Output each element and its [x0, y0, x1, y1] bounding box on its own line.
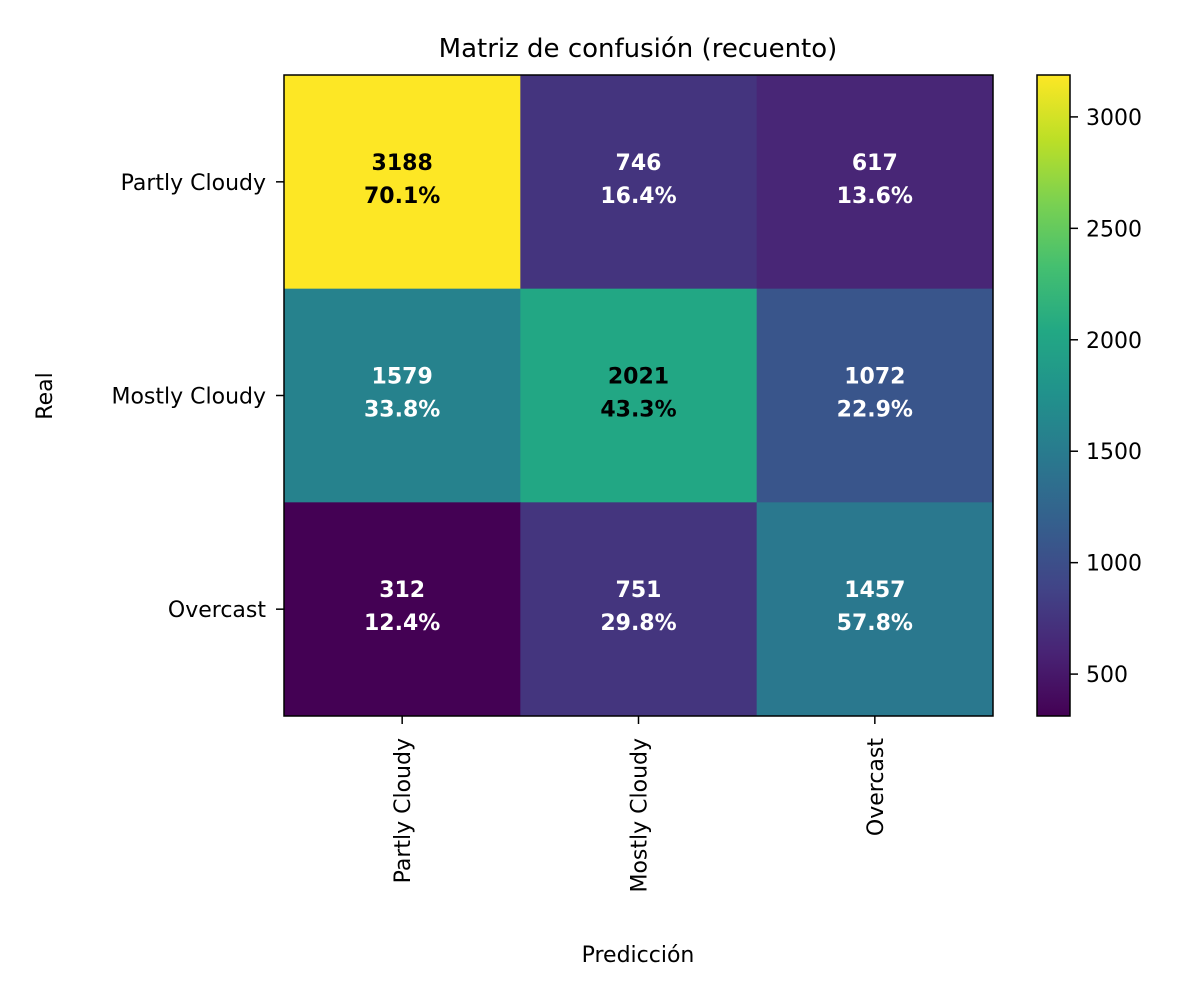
- cell-count-label-r1-c0: 1579: [372, 365, 433, 390]
- cell-percent-label-r0-c0: 70.1%: [364, 184, 440, 209]
- colorbar-tick-label-4: 2500: [1086, 217, 1142, 242]
- cell-percent-label-r0-c2: 13.6%: [837, 184, 913, 209]
- colorbar-tick-label-3: 2000: [1086, 329, 1142, 354]
- cell-percent-label-r2-c0: 12.4%: [364, 611, 440, 636]
- y-tick-label-0: Partly Cloudy: [121, 171, 266, 196]
- cell-count-label-r1-c1: 2021: [608, 365, 669, 390]
- y-tick-label-1: Mostly Cloudy: [111, 385, 266, 410]
- cell-percent-label-r2-c2: 57.8%: [837, 611, 913, 636]
- x-axis-ticks: Partly Cloudy Mostly Cloudy Overcast: [391, 716, 889, 893]
- colorbar-tick-label-1: 1000: [1086, 552, 1142, 577]
- cell-percent-label-r1-c0: 33.8%: [364, 398, 440, 423]
- colorbar: [1036, 74, 1071, 717]
- cell-percent-label-r0-c1: 16.4%: [600, 184, 676, 209]
- heatmap-cell-r0-c0: [284, 75, 521, 290]
- cell-count-label-r2-c2: 1457: [844, 578, 905, 603]
- heatmap-cell-r2-c2: [756, 502, 994, 717]
- cell-labels: 3188 70.1% 746 16.4% 617 13.6% 1579 33.8% 2021 43…: [364, 151, 913, 636]
- x-tick-label-1: Mostly Cloudy: [628, 738, 653, 893]
- cell-count-label-r0-c1: 746: [616, 151, 662, 176]
- cell-percent-label-r1-c2: 22.9%: [837, 398, 913, 423]
- colorbar-ticks: 500 1000 1500 2000 2500 3000: [1070, 106, 1142, 688]
- y-tick-label-2: Overcast: [168, 598, 266, 623]
- cell-percent-label-r1-c1: 43.3%: [600, 398, 676, 423]
- heatmap-cell-r0-c2: [756, 75, 994, 290]
- x-tick-label-2: Overcast: [864, 738, 889, 836]
- heatmap-cell-r1-c1: [520, 288, 758, 503]
- cell-count-label-r2-c1: 751: [616, 578, 662, 603]
- heatmap-cell-r0-c1: [520, 75, 758, 290]
- cell-count-label-r0-c0: 3188: [372, 151, 433, 176]
- y-axis-label: Real: [33, 372, 58, 419]
- colorbar-tick-label-2: 1500: [1086, 440, 1142, 465]
- cell-count-label-r1-c2: 1072: [844, 365, 905, 390]
- heatmap-cells: [284, 75, 994, 717]
- cell-count-label-r0-c2: 617: [852, 151, 898, 176]
- cell-percent-label-r2-c1: 29.8%: [600, 611, 676, 636]
- heatmap-cell-r1-c2: [756, 288, 994, 503]
- y-axis-ticks: Partly Cloudy Mostly Cloudy Overcast: [111, 171, 284, 623]
- heatmap-cell-r2-c0: [284, 502, 521, 717]
- heatmap-cell-r1-c0: [284, 288, 521, 503]
- colorbar-tick-label-0: 500: [1086, 663, 1128, 688]
- chart-title: Matriz de confusión (recuento): [439, 34, 838, 64]
- x-tick-label-0: Partly Cloudy: [391, 738, 416, 883]
- cell-count-label-r2-c0: 312: [379, 578, 425, 603]
- heatmap-cell-r2-c1: [520, 502, 758, 717]
- x-axis-label: Predicción: [582, 943, 695, 968]
- colorbar-tick-label-5: 3000: [1086, 106, 1142, 131]
